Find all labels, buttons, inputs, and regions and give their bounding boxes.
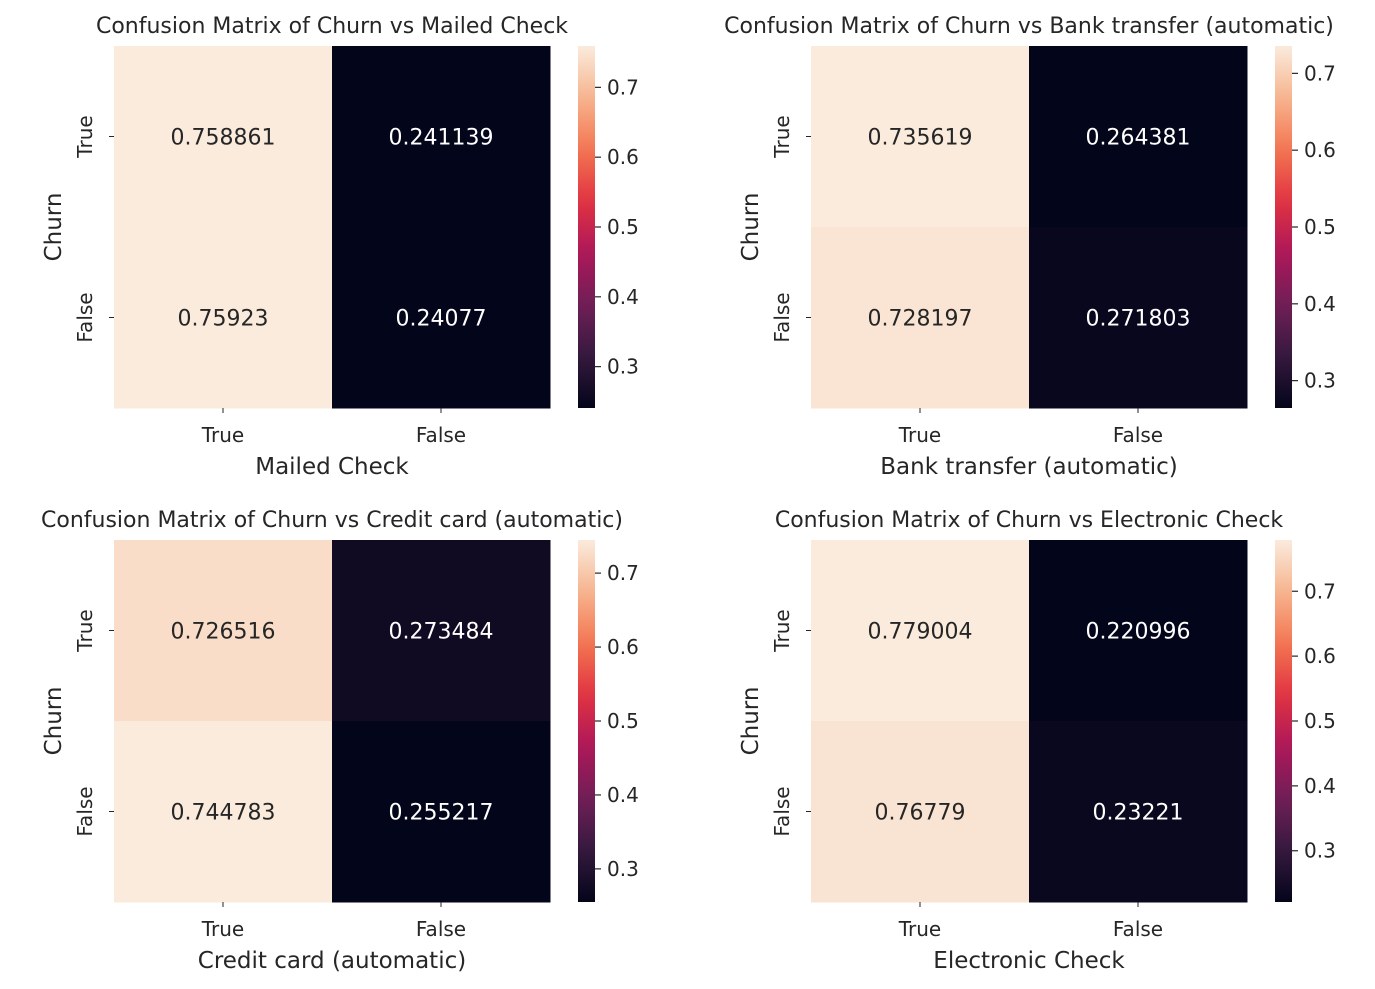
heatmap-cell	[114, 540, 333, 722]
cell-value-label: 0.744783	[171, 801, 276, 826]
chart-title: Confusion Matrix of Churn vs Credit card…	[41, 508, 623, 533]
cell-value-label: 0.735619	[868, 126, 973, 151]
heatmap-cell	[1029, 540, 1248, 722]
colorbar-tick-label: 0.7	[1304, 579, 1336, 603]
cell-value-label: 0.255217	[389, 801, 494, 826]
cell-value-label: 0.264381	[1086, 126, 1191, 151]
y-tick-label: True	[73, 115, 97, 158]
cell-value-label: 0.273484	[389, 620, 494, 645]
y-axis-label: Churn	[738, 687, 764, 756]
x-axis-label: Electronic Check	[933, 948, 1125, 974]
colorbar-tick-label: 0.7	[1304, 61, 1336, 85]
y-tick-label: True	[73, 609, 97, 652]
colorbar-tick-label: 0.5	[607, 215, 639, 239]
x-tick-label: False	[416, 917, 466, 941]
colorbar	[1275, 46, 1292, 408]
y-axis-label: Churn	[41, 193, 67, 262]
colorbar	[578, 46, 595, 408]
cell-value-label: 0.728197	[868, 307, 973, 332]
colorbar-tick-label: 0.5	[1304, 709, 1336, 733]
colorbar-tick-label: 0.7	[607, 75, 639, 99]
heatmap-cell	[1029, 721, 1248, 903]
cell-value-label: 0.76779	[875, 801, 966, 826]
x-axis-label: Mailed Check	[255, 454, 409, 480]
y-axis-label: Churn	[738, 193, 764, 262]
heatmap-cell	[1029, 227, 1248, 409]
chart-title: Confusion Matrix of Churn vs Electronic …	[775, 508, 1284, 533]
chart-title: Confusion Matrix of Churn vs Mailed Chec…	[96, 14, 568, 39]
heatmap-cell	[332, 721, 551, 903]
heatmap-cell	[114, 46, 333, 228]
heatmap-cell	[332, 540, 551, 722]
x-axis-label: Bank transfer (automatic)	[880, 454, 1177, 480]
y-tick-label: True	[770, 609, 794, 652]
heatmap-panel-1: 0.758861 0.241139 0.75923 0.24077 Confusion …	[41, 14, 639, 480]
heatmap-panel-4: 0.779004 0.220996 0.76779 0.23221 Confusion …	[738, 508, 1336, 974]
cell-value-label: 0.726516	[171, 620, 276, 645]
colorbar-tick-label: 0.6	[607, 145, 639, 169]
x-tick-label: False	[1113, 917, 1163, 941]
colorbar-tick-label: 0.4	[607, 285, 639, 309]
heatmap-panel-3: 0.726516 0.273484 0.744783 0.255217 Confusio…	[41, 508, 639, 974]
cell-value-label: 0.779004	[868, 620, 973, 645]
y-tick-label: False	[770, 786, 794, 836]
colorbar-tick-label: 0.5	[607, 709, 639, 733]
colorbar-tick-label: 0.5	[1304, 215, 1336, 239]
colorbar-tick-label: 0.3	[607, 857, 639, 881]
cell-value-label: 0.23221	[1093, 801, 1184, 826]
colorbar-tick-label: 0.4	[607, 783, 639, 807]
x-axis-label: Credit card (automatic)	[198, 948, 466, 974]
colorbar-tick-label: 0.4	[1304, 774, 1336, 798]
colorbar	[1275, 540, 1292, 902]
heatmap-cell	[811, 540, 1030, 722]
heatmap-cell	[114, 721, 333, 903]
y-tick-label: True	[770, 115, 794, 158]
x-tick-label: True	[898, 423, 941, 447]
x-tick-label: False	[1113, 423, 1163, 447]
y-tick-label: False	[770, 292, 794, 342]
x-tick-label: False	[416, 423, 466, 447]
colorbar-tick-label: 0.6	[1304, 644, 1336, 668]
cell-value-label: 0.271803	[1086, 307, 1191, 332]
chart-title: Confusion Matrix of Churn vs Bank transf…	[724, 14, 1334, 39]
x-tick-label: True	[898, 917, 941, 941]
colorbar-tick-label: 0.6	[607, 635, 639, 659]
heatmap-cell	[114, 227, 333, 409]
cell-value-label: 0.75923	[178, 307, 269, 332]
heatmap-cell	[811, 721, 1030, 903]
cell-value-label: 0.24077	[396, 307, 487, 332]
y-tick-label: False	[73, 786, 97, 836]
heatmap-cell	[1029, 46, 1248, 228]
x-tick-label: True	[201, 917, 244, 941]
x-tick-label: True	[201, 423, 244, 447]
colorbar-tick-label: 0.3	[1304, 839, 1336, 863]
colorbar-tick-label: 0.3	[607, 355, 639, 379]
heatmap-panel-2: 0.735619 0.264381 0.728197 0.271803 Confusio…	[724, 14, 1336, 480]
colorbar-tick-label: 0.4	[1304, 292, 1336, 316]
heatmap-cell	[332, 227, 551, 409]
y-axis-label: Churn	[41, 687, 67, 756]
cell-value-label: 0.758861	[171, 126, 276, 151]
colorbar-tick-label: 0.3	[1304, 369, 1336, 393]
colorbar-tick-label: 0.7	[607, 561, 639, 585]
y-tick-label: False	[73, 292, 97, 342]
cell-value-label: 0.241139	[389, 126, 494, 151]
heatmap-cell	[332, 46, 551, 228]
cell-value-label: 0.220996	[1086, 620, 1191, 645]
heatmap-cell	[811, 227, 1030, 409]
colorbar	[578, 540, 595, 902]
heatmap-cell	[811, 46, 1030, 228]
colorbar-tick-label: 0.6	[1304, 138, 1336, 162]
